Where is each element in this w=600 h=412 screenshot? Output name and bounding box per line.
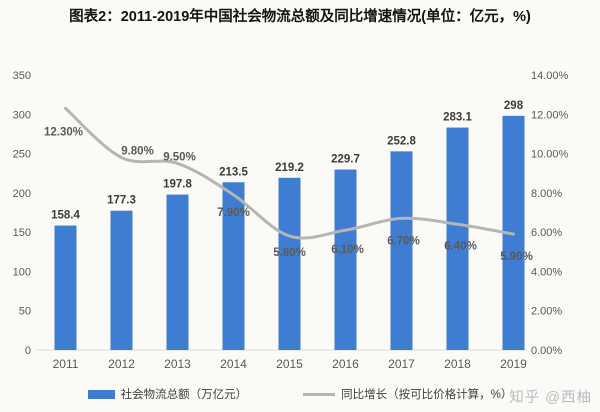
bar-2012 bbox=[110, 210, 133, 350]
bar-label: 177.3 bbox=[107, 195, 136, 207]
bar-label: 158.4 bbox=[51, 210, 80, 222]
line-label: 6.70% bbox=[387, 235, 420, 247]
line-label: 5.80% bbox=[273, 247, 306, 259]
right-axis-tick: 12.00% bbox=[531, 109, 569, 121]
bar-label: 229.7 bbox=[331, 154, 360, 166]
line-label: 5.90% bbox=[500, 251, 533, 263]
bar-2011 bbox=[54, 225, 77, 350]
x-axis-year: 2019 bbox=[500, 357, 527, 371]
growth-line bbox=[64, 106, 515, 240]
line-label: 12.30% bbox=[44, 126, 83, 138]
bar-label: 252.8 bbox=[387, 135, 416, 147]
line-label: 7.90% bbox=[217, 207, 250, 219]
watermark: 知乎 @西柚 bbox=[509, 390, 592, 406]
right-axis-tick: 14.00% bbox=[531, 70, 569, 82]
legend-line-swatch bbox=[303, 392, 336, 396]
x-axis-year: 2011 bbox=[53, 357, 79, 371]
bar-2014 bbox=[222, 182, 245, 350]
x-axis-year: 2016 bbox=[332, 357, 359, 371]
left-axis-tick: 100 bbox=[13, 266, 31, 278]
right-axis-tick: 8.00% bbox=[531, 188, 562, 200]
legend-line-label: 同比增长（按可比价格计算，%） bbox=[341, 389, 513, 401]
legend-item-line: 同比增长（按可比价格计算，%） bbox=[303, 386, 512, 402]
x-axis-year: 2017 bbox=[388, 357, 415, 371]
left-axis-tick: 150 bbox=[13, 227, 31, 239]
left-axis-tick: 300 bbox=[13, 109, 31, 121]
left-axis-tick: 350 bbox=[13, 70, 31, 82]
x-axis-year: 2015 bbox=[276, 357, 303, 371]
x-axis-year: 2013 bbox=[164, 357, 191, 371]
x-axis-year: 2014 bbox=[220, 357, 247, 371]
bar-2018 bbox=[446, 127, 469, 350]
left-axis-tick: 200 bbox=[13, 188, 31, 200]
line-label: 6.40% bbox=[444, 240, 477, 252]
bar-label: 213.5 bbox=[219, 166, 248, 178]
right-axis-tick: 6.00% bbox=[531, 227, 562, 239]
bar-2017 bbox=[390, 151, 413, 350]
right-axis-tick: 2.00% bbox=[531, 306, 562, 318]
bar-2013 bbox=[166, 194, 189, 350]
right-axis-tick: 0.00% bbox=[531, 345, 562, 357]
chart-legend: 社会物流总额（万亿元） 同比增长（按可比价格计算，%） bbox=[0, 386, 600, 402]
bar-label: 298 bbox=[504, 100, 524, 112]
legend-bar-label: 社会物流总额（万亿元） bbox=[120, 389, 248, 401]
legend-bar-swatch bbox=[87, 389, 115, 399]
left-axis-tick: 250 bbox=[13, 149, 31, 161]
line-label: 9.50% bbox=[163, 151, 196, 163]
legend-item-bars: 社会物流总额（万亿元） bbox=[87, 386, 248, 402]
chart-title: 图表2：2011-2019年中国社会物流总额及同比增速情况(单位：亿元，%) bbox=[69, 9, 531, 25]
line-label: 6.10% bbox=[331, 244, 364, 256]
bar-2015 bbox=[278, 177, 301, 350]
line-label: 9.80% bbox=[121, 146, 154, 158]
right-axis-tick: 4.00% bbox=[531, 266, 562, 278]
x-axis-year: 2012 bbox=[108, 357, 135, 371]
x-axis-year: 2018 bbox=[444, 357, 471, 371]
left-axis-tick: 50 bbox=[19, 306, 31, 318]
bar-label: 283.1 bbox=[443, 112, 472, 124]
right-axis-tick: 10.00% bbox=[531, 149, 569, 161]
bar-label: 197.8 bbox=[163, 179, 192, 191]
left-axis-tick: 0 bbox=[25, 345, 31, 357]
bar-label: 219.2 bbox=[275, 162, 304, 174]
bar-2016 bbox=[334, 169, 357, 350]
